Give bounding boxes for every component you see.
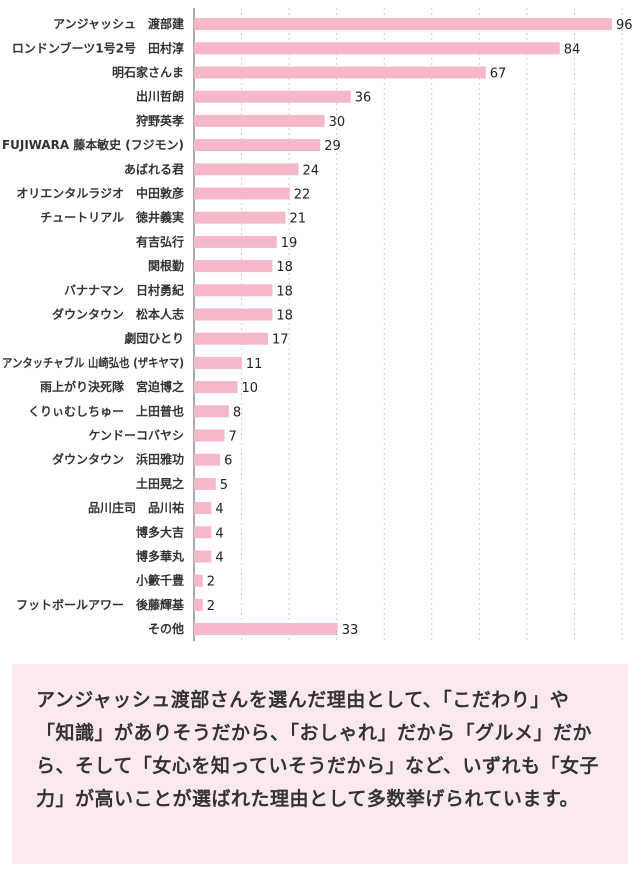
bar bbox=[194, 550, 212, 563]
value-label: 30 bbox=[329, 115, 346, 130]
value-label: 24 bbox=[303, 163, 320, 178]
bar bbox=[194, 453, 221, 466]
value-label: 67 bbox=[490, 67, 507, 82]
value-label: 33 bbox=[342, 623, 359, 638]
category-label: その他 bbox=[148, 621, 184, 636]
bar bbox=[194, 187, 290, 200]
value-label: 7 bbox=[228, 430, 236, 445]
category-label: ケンドーコバヤシ bbox=[88, 429, 184, 443]
value-label: 11 bbox=[246, 357, 263, 372]
bar bbox=[194, 477, 216, 490]
category-label: フットボールアワー 後藤輝基 bbox=[16, 597, 185, 612]
category-label: くりぃむしちゅー 上田普也 bbox=[28, 403, 184, 418]
value-label: 36 bbox=[355, 91, 372, 106]
category-label: 小籔千豊 bbox=[136, 573, 184, 588]
category-label: アンジャッシュ 渡部建 bbox=[53, 16, 185, 31]
value-label: 84 bbox=[564, 42, 581, 57]
bar bbox=[194, 260, 273, 273]
bar bbox=[194, 332, 269, 345]
reason-note-box: アンジャッシュ渡部さんを選んだ理由として、「こだわり」や「知識」がありそうだから… bbox=[12, 664, 628, 864]
bar-chart: アンジャッシュ 渡部建 96 ロンドンブーツ1号2号 田村淳 84 明石家さんま 67 出川… bbox=[2, 8, 633, 642]
category-label: 関根勤 bbox=[148, 258, 184, 273]
value-label: 2 bbox=[207, 575, 215, 590]
bar bbox=[194, 574, 203, 587]
bar bbox=[194, 235, 277, 248]
value-label: 4 bbox=[215, 551, 223, 566]
category-label: アンタッチャブル 山崎弘也 (ザキヤマ) bbox=[2, 355, 184, 370]
category-label: FUJIWARA 藤本敏史 (フジモン) bbox=[2, 137, 184, 152]
bar bbox=[194, 308, 273, 321]
category-label: 博多大吉 bbox=[136, 524, 184, 539]
reason-note-text: アンジャッシュ渡部さんを選んだ理由として、「こだわり」や「知識」がありそうだから… bbox=[36, 689, 600, 810]
bar bbox=[194, 623, 338, 636]
bar bbox=[194, 381, 238, 394]
bar bbox=[194, 66, 486, 79]
bar bbox=[194, 18, 612, 31]
value-label: 6 bbox=[224, 454, 232, 469]
value-label: 2 bbox=[207, 599, 215, 614]
value-label: 17 bbox=[272, 333, 289, 348]
bar bbox=[194, 90, 351, 103]
bar bbox=[194, 163, 299, 176]
category-label: ロンドンブーツ1号2号 田村淳 bbox=[12, 40, 184, 55]
bar bbox=[194, 405, 229, 418]
category-label: チュートリアル 徳井義実 bbox=[40, 210, 184, 225]
category-label: 品川庄司 品川祐 bbox=[88, 500, 184, 515]
value-label: 8 bbox=[233, 405, 241, 420]
bar bbox=[194, 598, 203, 611]
value-label: 21 bbox=[289, 212, 306, 227]
bar bbox=[194, 139, 321, 152]
category-label: 劇団ひとり bbox=[124, 331, 184, 346]
value-label: 22 bbox=[294, 188, 311, 203]
category-label: オリエンタルラジオ 中田敦彦 bbox=[16, 186, 184, 201]
value-label: 18 bbox=[276, 284, 293, 299]
bar bbox=[194, 284, 273, 297]
value-label: 5 bbox=[220, 478, 228, 493]
value-label: 19 bbox=[281, 236, 298, 251]
bar bbox=[194, 42, 560, 55]
category-label: あばれる君 bbox=[124, 161, 184, 176]
bar bbox=[194, 502, 212, 515]
value-label: 4 bbox=[215, 502, 223, 517]
value-label: 18 bbox=[276, 309, 293, 324]
bar bbox=[194, 211, 286, 224]
category-label: ダウンタウン 浜田雅功 bbox=[52, 452, 184, 467]
category-label: ダウンタウン 松本人志 bbox=[52, 307, 184, 322]
value-label: 18 bbox=[276, 260, 293, 275]
category-label: 有吉弘行 bbox=[136, 234, 184, 249]
bar bbox=[194, 356, 242, 369]
value-label: 29 bbox=[324, 139, 341, 154]
value-label: 4 bbox=[215, 526, 223, 541]
bar bbox=[194, 429, 225, 442]
category-label: バナナマン 日村勇紀 bbox=[64, 282, 184, 297]
bar bbox=[194, 114, 325, 127]
bar bbox=[194, 526, 212, 539]
value-label: 96 bbox=[616, 18, 633, 33]
category-label: 明石家さんま bbox=[112, 65, 184, 80]
category-label: 博多華丸 bbox=[136, 549, 185, 564]
category-label: 出川哲朗 bbox=[136, 89, 184, 104]
category-label: 雨上がり決死隊 宮迫博之 bbox=[40, 379, 184, 394]
category-label: 土田晃之 bbox=[136, 476, 184, 491]
value-label: 10 bbox=[242, 381, 259, 396]
category-label: 狩野英孝 bbox=[136, 113, 184, 128]
